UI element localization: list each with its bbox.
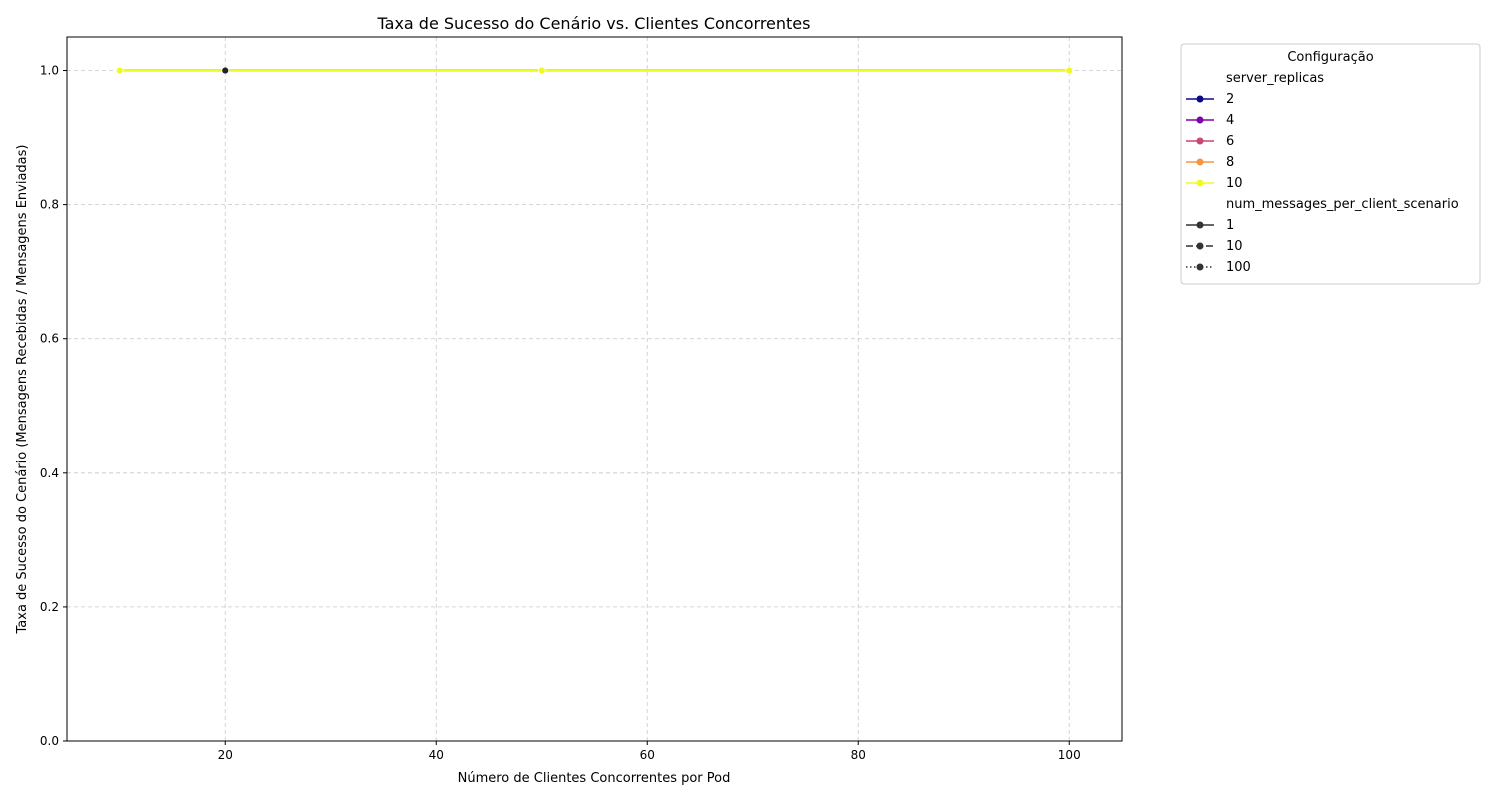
- legend-marker-swatch: [1196, 116, 1204, 124]
- x-tick-label: 40: [429, 748, 444, 762]
- y-tick-label: 0.2: [40, 600, 59, 614]
- legend-entry-label: 6: [1226, 134, 1234, 149]
- legend-entry-label: 10: [1226, 176, 1243, 191]
- legend-marker-swatch: [1196, 242, 1204, 250]
- chart-title: Taxa de Sucesso do Cenário vs. Clientes …: [377, 14, 811, 33]
- series-layer: [115, 66, 1074, 75]
- legend-entry-label: 2: [1226, 92, 1234, 107]
- legend-entry-label: 4: [1226, 113, 1234, 128]
- y-tick-label: 0.4: [40, 466, 59, 480]
- series-point: [1065, 66, 1074, 75]
- legend-group-title: num_messages_per_client_scenario: [1226, 197, 1459, 212]
- legend-entry-label: 10: [1226, 239, 1243, 254]
- x-axis-label: Número de Clientes Concorrentes por Pod: [458, 771, 731, 786]
- x-tick-label: 20: [218, 748, 233, 762]
- legend-marker-swatch: [1196, 263, 1204, 271]
- x-tick-label: 100: [1058, 748, 1081, 762]
- y-tick-label: 1.0: [40, 64, 59, 78]
- y-tick-label: 0.8: [40, 198, 59, 212]
- y-axis-label: Taxa de Sucesso do Cenário (Mensagens Re…: [15, 145, 30, 635]
- legend-marker-swatch: [1196, 137, 1204, 145]
- x-tick-label: 80: [851, 748, 866, 762]
- legend-box: [1180, 43, 1481, 285]
- series-point: [115, 66, 124, 75]
- legend-marker-swatch: [1196, 221, 1204, 229]
- legend-entry-label: 8: [1226, 155, 1234, 170]
- legend-marker-swatch: [1196, 95, 1204, 103]
- legend-entry-label: 1: [1226, 218, 1234, 233]
- legend-title: Configuração: [1287, 50, 1373, 65]
- y-tick-label: 0.0: [40, 734, 59, 748]
- x-tick-label: 60: [640, 748, 655, 762]
- legend-entry-label: 100: [1226, 260, 1251, 275]
- plot-frame: [66, 36, 1123, 742]
- legend-group-title: server_replicas: [1226, 71, 1324, 86]
- legend-marker-swatch: [1196, 158, 1204, 166]
- axis-layer: 20 40 60 80 100 0.0 0.2 0.4 0.6 0.8 1.0: [40, 36, 1123, 762]
- legend: Configuração server_replicas 2 4 6 8 10 num_mes…: [1180, 43, 1481, 285]
- legend-marker-swatch: [1196, 179, 1204, 187]
- series-point: [537, 66, 546, 75]
- series-point: [221, 66, 230, 75]
- y-tick-label: 0.6: [40, 332, 59, 346]
